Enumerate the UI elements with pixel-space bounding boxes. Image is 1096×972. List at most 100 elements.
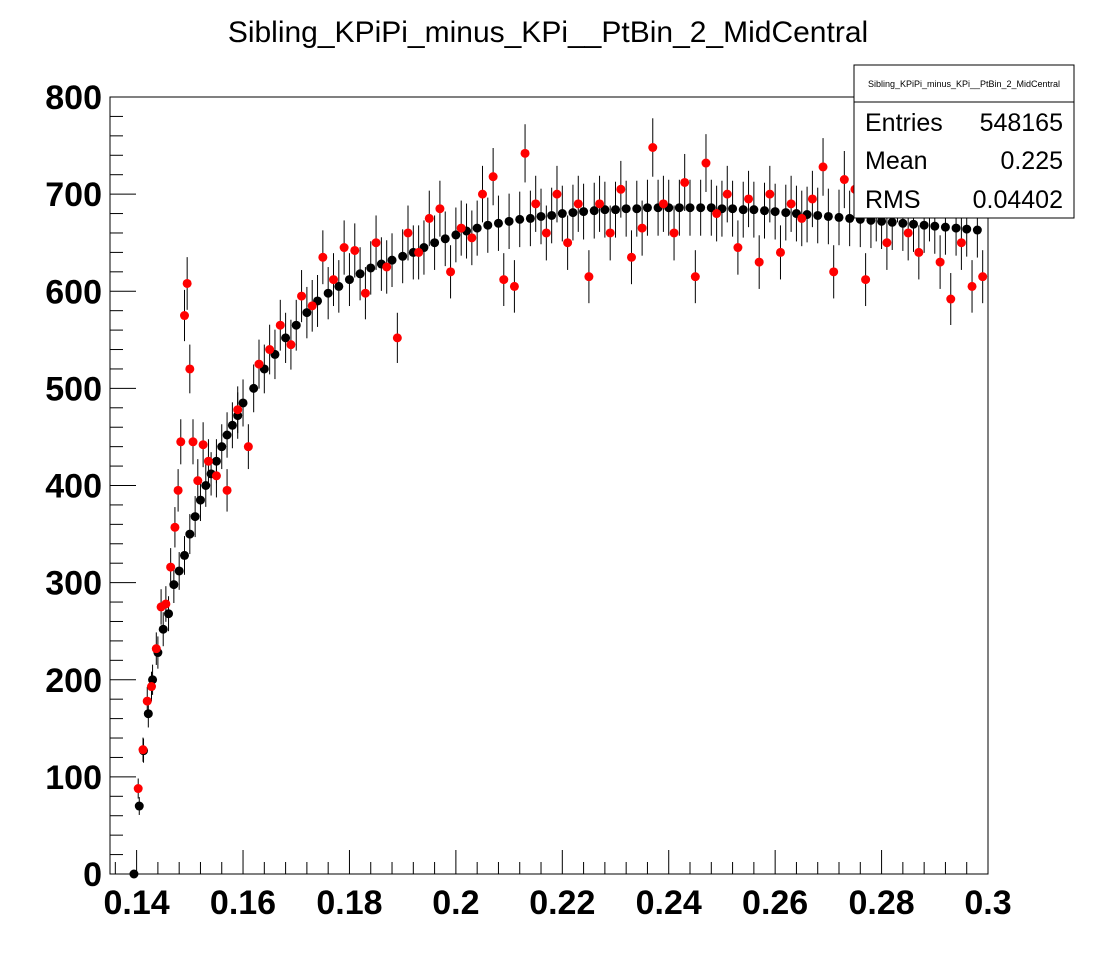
data-point-black bbox=[217, 442, 227, 452]
data-point-red bbox=[297, 291, 307, 301]
data-point-red bbox=[173, 485, 183, 495]
data-point-red bbox=[203, 456, 213, 466]
data-point-black bbox=[398, 251, 408, 261]
data-point-black bbox=[281, 333, 291, 343]
data-point-black bbox=[834, 212, 844, 222]
data-point-red bbox=[626, 252, 636, 262]
data-point-red bbox=[499, 275, 509, 285]
data-point-red bbox=[435, 204, 445, 214]
data-point-black bbox=[962, 224, 972, 234]
error-bars bbox=[137, 118, 984, 815]
data-point-red bbox=[467, 233, 477, 243]
data-point-black bbox=[813, 210, 823, 220]
data-point-black bbox=[600, 205, 610, 215]
data-point-red bbox=[584, 272, 594, 282]
data-points bbox=[129, 143, 988, 879]
x-tick-label: 0.2 bbox=[432, 884, 479, 922]
stats-entries-value: 548165 bbox=[980, 109, 1063, 137]
x-tick-labels: 0.14 0.16 0.18 0.2 0.22 0.24 0.26 0.28 0.3 bbox=[104, 884, 1012, 922]
data-point-black bbox=[504, 216, 514, 226]
data-point-black bbox=[972, 225, 982, 235]
data-point-black bbox=[696, 203, 706, 213]
data-point-red bbox=[712, 209, 722, 219]
data-point-red bbox=[754, 257, 764, 267]
data-point-red bbox=[552, 189, 562, 199]
data-point-black bbox=[845, 213, 855, 223]
data-point-red bbox=[339, 243, 349, 253]
data-point-black bbox=[472, 223, 482, 233]
data-point-red bbox=[861, 275, 871, 285]
data-point-red bbox=[456, 223, 466, 233]
data-point-black bbox=[451, 230, 461, 240]
y-tick-label: 100 bbox=[45, 759, 102, 797]
data-point-red bbox=[509, 281, 519, 291]
data-point-red bbox=[414, 247, 424, 257]
x-tick-label: 0.28 bbox=[848, 884, 914, 922]
data-point-red bbox=[914, 247, 924, 257]
data-point-red bbox=[531, 199, 541, 209]
data-point-red bbox=[616, 184, 626, 194]
data-point-black bbox=[728, 204, 738, 214]
data-point-black bbox=[749, 205, 759, 215]
data-point-black bbox=[547, 210, 557, 220]
data-point-black bbox=[685, 203, 695, 213]
data-point-red bbox=[170, 522, 180, 532]
data-point-red bbox=[254, 359, 264, 369]
data-point-red bbox=[605, 228, 615, 238]
x-tick-label: 0.16 bbox=[210, 884, 276, 922]
data-point-black bbox=[887, 217, 897, 227]
x-tick-label: 0.14 bbox=[104, 884, 170, 922]
data-point-black bbox=[249, 383, 259, 393]
data-point-black bbox=[169, 580, 179, 590]
data-point-black bbox=[158, 624, 168, 634]
data-point-black bbox=[611, 205, 621, 215]
data-point-black bbox=[674, 203, 684, 213]
y-tick-label: 200 bbox=[45, 662, 102, 700]
data-point-red bbox=[265, 345, 275, 355]
data-point-black bbox=[195, 495, 205, 505]
data-point-black bbox=[222, 430, 232, 440]
data-point-red bbox=[193, 476, 203, 486]
data-point-red bbox=[637, 223, 647, 233]
data-point-black bbox=[706, 203, 716, 213]
data-point-red bbox=[424, 213, 434, 223]
data-point-black bbox=[951, 223, 961, 233]
data-point-black bbox=[589, 206, 599, 216]
data-point-red bbox=[243, 442, 253, 452]
data-point-red bbox=[222, 485, 232, 495]
data-point-red bbox=[403, 228, 413, 238]
data-point-black bbox=[143, 709, 153, 719]
data-point-red bbox=[797, 213, 807, 223]
data-point-black bbox=[238, 398, 248, 408]
data-point-red bbox=[350, 245, 360, 255]
stats-mean-value: 0.225 bbox=[1000, 147, 1063, 175]
data-point-black bbox=[579, 207, 589, 217]
data-point-red bbox=[595, 199, 605, 209]
data-point-black bbox=[291, 320, 301, 330]
data-point-black bbox=[323, 288, 333, 298]
x-tick-label: 0.22 bbox=[529, 884, 595, 922]
data-point-black bbox=[760, 206, 770, 216]
data-point-red bbox=[978, 272, 988, 282]
stats-entries-label: Entries bbox=[865, 109, 943, 137]
data-point-black bbox=[738, 205, 748, 215]
stats-box: Sibling_KPiPi_minus_KPi__PtBin_2_MidCent… bbox=[853, 64, 1075, 219]
data-point-red bbox=[839, 175, 849, 185]
data-point-red bbox=[563, 238, 573, 248]
data-point-red bbox=[233, 405, 243, 415]
data-point-red bbox=[935, 257, 945, 267]
data-point-red bbox=[211, 471, 221, 481]
x-tick-label: 0.3 bbox=[964, 884, 1011, 922]
data-point-red bbox=[786, 199, 796, 209]
data-point-black bbox=[536, 211, 546, 221]
y-tick-labels: 0 100 200 300 400 500 600 700 800 bbox=[45, 79, 102, 894]
data-point-black bbox=[483, 220, 493, 230]
data-point-red bbox=[701, 158, 711, 168]
stats-rms-value: 0.04402 bbox=[973, 186, 1063, 214]
data-point-black bbox=[148, 675, 158, 685]
data-point-black bbox=[179, 550, 189, 560]
data-point-red bbox=[744, 194, 754, 204]
data-point-black bbox=[211, 456, 221, 466]
y-tick-label: 0 bbox=[83, 856, 102, 894]
